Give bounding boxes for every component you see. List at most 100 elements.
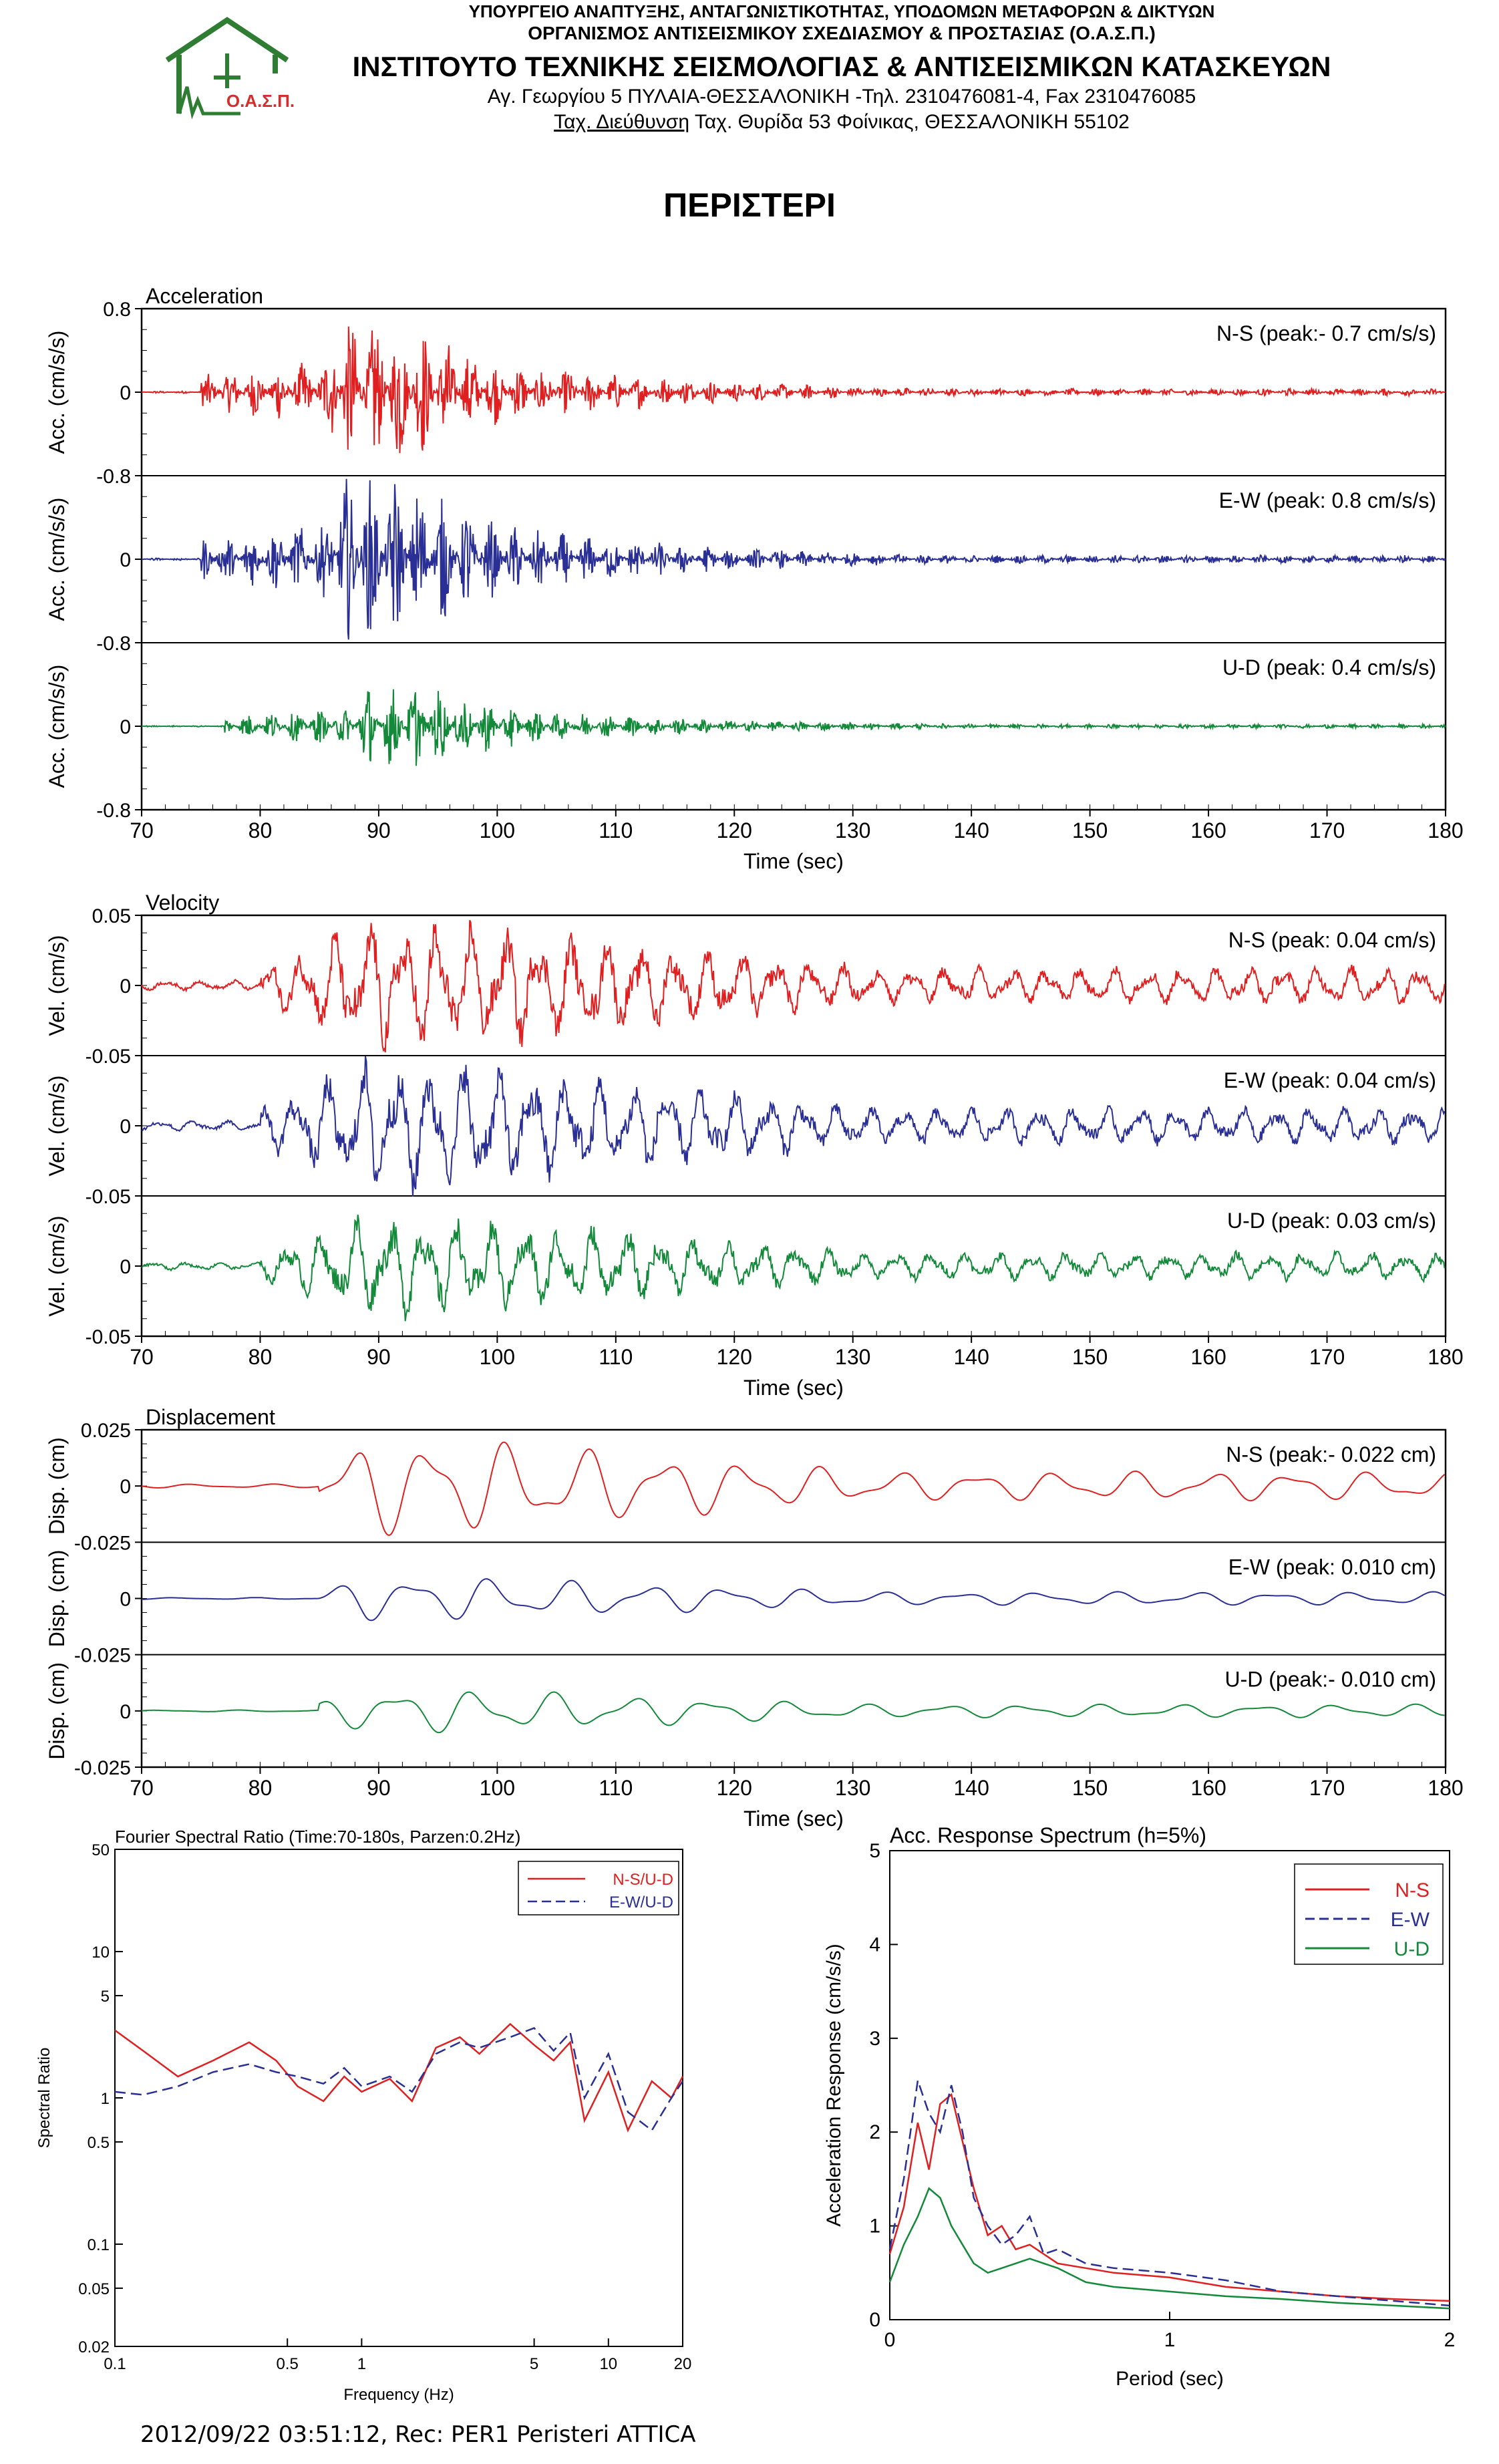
y-axis-label: Acc. (cm/s/s) <box>45 665 69 788</box>
response-y-tick-label: 3 <box>869 2028 880 2050</box>
y-tick-label: -0.05 <box>86 1046 131 1068</box>
waveform-displacement-u-d <box>141 1691 1445 1734</box>
fourier-x-tick-label: 10 <box>599 2355 617 2373</box>
fourier-y-tick-label: 0.5 <box>88 2134 110 2152</box>
organization-line: ΟΡΓΑΝΙΣΜΟΣ ΑΝΤΙΣΕΙΣΜΙΚΟΥ ΣΧΕΔΙΑΣΜΟΥ & ΠΡ… <box>528 23 1156 43</box>
fourier-line-e-w-u-d <box>114 2027 684 2132</box>
panel-title: Acceleration <box>146 284 263 308</box>
y-tick-label: 0 <box>120 1589 131 1611</box>
channel-legend-e-w: E-W (peak: 0.04 cm/s) <box>1224 1068 1436 1092</box>
y-tick-label: -0.025 <box>74 1645 131 1667</box>
logo-roof <box>165 17 289 63</box>
y-tick-label: 0.8 <box>103 299 131 321</box>
x-tick-label: 130 <box>835 1776 870 1800</box>
waveform-velocity-n-s <box>141 919 1446 1053</box>
y-axis-label: Acc. (cm/s/s) <box>45 498 69 621</box>
record-footer: 2012/09/22 03:51:12, Rec: PER1 Peristeri… <box>140 2421 696 2448</box>
x-tick-label: 140 <box>953 818 989 842</box>
x-tick-label: 90 <box>367 1345 391 1369</box>
y-tick-label: -0.8 <box>96 800 131 822</box>
y-tick-label: 0.05 <box>92 905 131 927</box>
fourier-legend-label: E-W/U-D <box>609 1893 673 1911</box>
x-tick-label: 150 <box>1072 1776 1108 1800</box>
channel-legend-u-d: U-D (peak: 0.4 cm/s/s) <box>1222 655 1436 679</box>
response-title: Acc. Response Spectrum (h=5%) <box>890 1823 1206 1847</box>
response-legend-label: N-S <box>1395 1879 1430 1901</box>
x-tick-label: 80 <box>248 818 273 842</box>
fourier-legend-label: N-S/U-D <box>613 1871 673 1889</box>
y-axis-label: Vel. (cm/s) <box>45 1215 69 1316</box>
response-y-tick-label: 1 <box>869 2215 880 2238</box>
waveform-velocity-e-w <box>141 1056 1446 1197</box>
response-x-label: Period (sec) <box>1116 2368 1224 2390</box>
response-y-tick-label: 2 <box>869 2121 880 2143</box>
x-tick-label: 120 <box>717 1345 752 1369</box>
y-tick-label: 0 <box>120 1116 131 1138</box>
response-x-tick-label: 2 <box>1444 2329 1456 2351</box>
fourier-y-tick-label: 1 <box>101 2090 110 2108</box>
response-y-tick-label: 5 <box>869 1840 880 1862</box>
channel-legend-n-s: N-S (peak:- 0.7 cm/s/s) <box>1216 321 1436 345</box>
y-tick-label: 0 <box>120 1256 131 1278</box>
x-tick-label: 140 <box>953 1345 989 1369</box>
x-tick-label: 80 <box>248 1345 273 1369</box>
channel-legend-e-w: E-W (peak: 0.010 cm) <box>1228 1555 1436 1579</box>
x-tick-label: 120 <box>717 1776 752 1800</box>
response-line-u-d <box>888 2187 1450 2310</box>
x-tick-label: 110 <box>599 818 633 842</box>
x-tick-label: 90 <box>367 818 391 842</box>
x-tick-label: 150 <box>1072 818 1108 842</box>
waveform-displacement-n-s <box>141 1441 1446 1536</box>
waveform-acceleration-u-d <box>141 689 1446 766</box>
oasp-logo: Ο.Α.Σ.Π. <box>165 17 295 120</box>
x-tick-label: 130 <box>835 1345 870 1369</box>
panel-title: Velocity <box>146 891 219 915</box>
fourier-y-tick-label: 50 <box>92 1841 110 1859</box>
x-tick-label: 130 <box>835 818 870 842</box>
y-axis-label: Disp. (cm) <box>45 1550 69 1648</box>
response-x-tick-label: 0 <box>884 2329 896 2351</box>
x-tick-label: 70 <box>130 1776 154 1800</box>
x-tick-label: 70 <box>130 1345 154 1369</box>
fourier-y-tick-label: 5 <box>101 1988 110 2006</box>
institute-name: ΙΝΣΤΙΤΟΥΤΟ ΤΕΧΝΙΚΗΣ ΣΕΙΣΜΟΛΟΓΙΑΣ & ΑΝΤΙΣ… <box>352 51 1331 82</box>
response-legend-label: U-D <box>1394 1938 1430 1960</box>
x-tick-label: 110 <box>599 1345 633 1369</box>
y-tick-label: -0.025 <box>74 1532 131 1554</box>
x-axis-label: Time (sec) <box>743 849 844 873</box>
x-tick-label: 80 <box>248 1776 273 1800</box>
response-line-n-s <box>888 2093 1450 2302</box>
channel-legend-n-s: N-S (peak: 0.04 cm/s) <box>1228 928 1436 952</box>
response-y-label: Acceleration Response (cm/s/s) <box>823 1944 845 2227</box>
y-axis-label: Disp. (cm) <box>45 1662 69 1760</box>
postal-text: Ταχ. Θυρίδα 53 Φοίνικας, ΘΕΣΣΑΛΟΝΙΚΗ 551… <box>689 111 1130 133</box>
x-tick-label: 180 <box>1428 818 1463 842</box>
logo-text: Ο.Α.Σ.Π. <box>226 91 295 111</box>
fourier-x-tick-label: 1 <box>357 2355 366 2373</box>
y-tick-label: 0.025 <box>81 1420 131 1442</box>
y-tick-label: 0 <box>120 549 131 571</box>
y-tick-label: -0.05 <box>86 1326 131 1348</box>
x-tick-label: 70 <box>130 818 154 842</box>
y-tick-label: -0.8 <box>96 633 131 655</box>
logo-seismograph <box>177 86 240 120</box>
x-tick-label: 180 <box>1428 1776 1463 1800</box>
y-axis-label: Disp. (cm) <box>45 1437 69 1535</box>
fourier-y-tick-label: 10 <box>92 1944 110 1962</box>
postal-label: Ταχ. Διεύθυνση <box>554 111 690 133</box>
channel-legend-u-d: U-D (peak:- 0.010 cm) <box>1224 1668 1436 1692</box>
y-tick-label: -0.025 <box>74 1757 131 1779</box>
fourier-title: Fourier Spectral Ratio (Time:70-180s, Pa… <box>115 1827 520 1847</box>
response-line-e-w <box>888 2080 1450 2307</box>
y-tick-label: 0 <box>120 716 131 738</box>
x-tick-label: 180 <box>1428 1345 1463 1369</box>
fourier-legend-box <box>518 1861 679 1915</box>
y-tick-label: -0.05 <box>86 1186 131 1208</box>
fourier-x-tick-label: 5 <box>530 2355 538 2373</box>
fourier-x-tick-label: 0.1 <box>104 2355 126 2373</box>
fourier-y-tick-label: 0.02 <box>78 2338 110 2356</box>
address-line: Αγ. Γεωργίου 5 ΠΥΛΑΙΑ-ΘΕΣΣΑΛΟΝΙΚΗ -Τηλ. … <box>487 86 1196 108</box>
waveform-acceleration-n-s <box>141 326 1446 454</box>
x-tick-label: 160 <box>1190 1776 1226 1800</box>
x-tick-label: 100 <box>480 1776 515 1800</box>
